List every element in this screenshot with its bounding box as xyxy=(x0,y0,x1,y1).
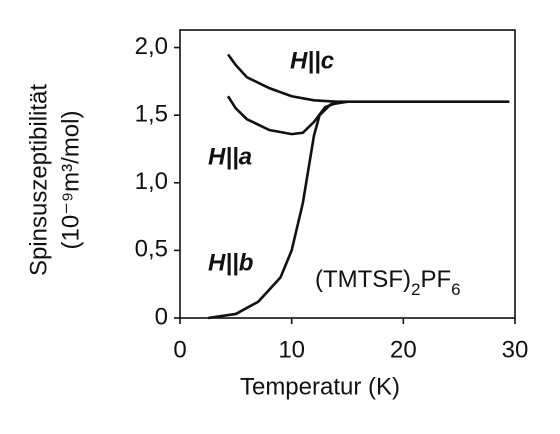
y-tick-label: 2,0 xyxy=(135,33,168,60)
y-axis-label: Spinsuszeptibilität xyxy=(25,84,52,276)
y-tick-label: 0 xyxy=(155,303,168,330)
x-tick-label: 30 xyxy=(502,336,529,363)
compound-part: (TMTSF) xyxy=(315,266,411,293)
series-label: H||b xyxy=(208,249,253,276)
plot-frame xyxy=(179,29,516,319)
x-axis-label: Temperatur (K) xyxy=(240,373,400,400)
curve xyxy=(207,100,348,320)
compound-part: PF xyxy=(420,266,451,293)
series-label: H||a xyxy=(208,143,252,170)
compound-part: 6 xyxy=(451,280,460,299)
x-tick-label: 0 xyxy=(173,336,186,363)
y-tick-label: 1,5 xyxy=(135,101,168,128)
y-tick-label: 1,0 xyxy=(135,168,168,195)
y-axis-unit: (10⁻⁹m³/mol) xyxy=(57,111,84,250)
y-tick-label: 0,5 xyxy=(135,236,168,263)
series-label: H||c xyxy=(290,47,334,74)
x-tick-label: 20 xyxy=(390,336,417,363)
x-tick-label: 10 xyxy=(278,336,305,363)
y-axis-label-group: Spinsuszeptibilität xyxy=(25,84,52,276)
compound-label: (TMTSF)2PF6 xyxy=(315,266,461,299)
compound-part: 2 xyxy=(411,280,420,299)
curve xyxy=(226,53,510,103)
y-axis-unit-group: (10⁻⁹m³/mol) xyxy=(57,111,84,250)
